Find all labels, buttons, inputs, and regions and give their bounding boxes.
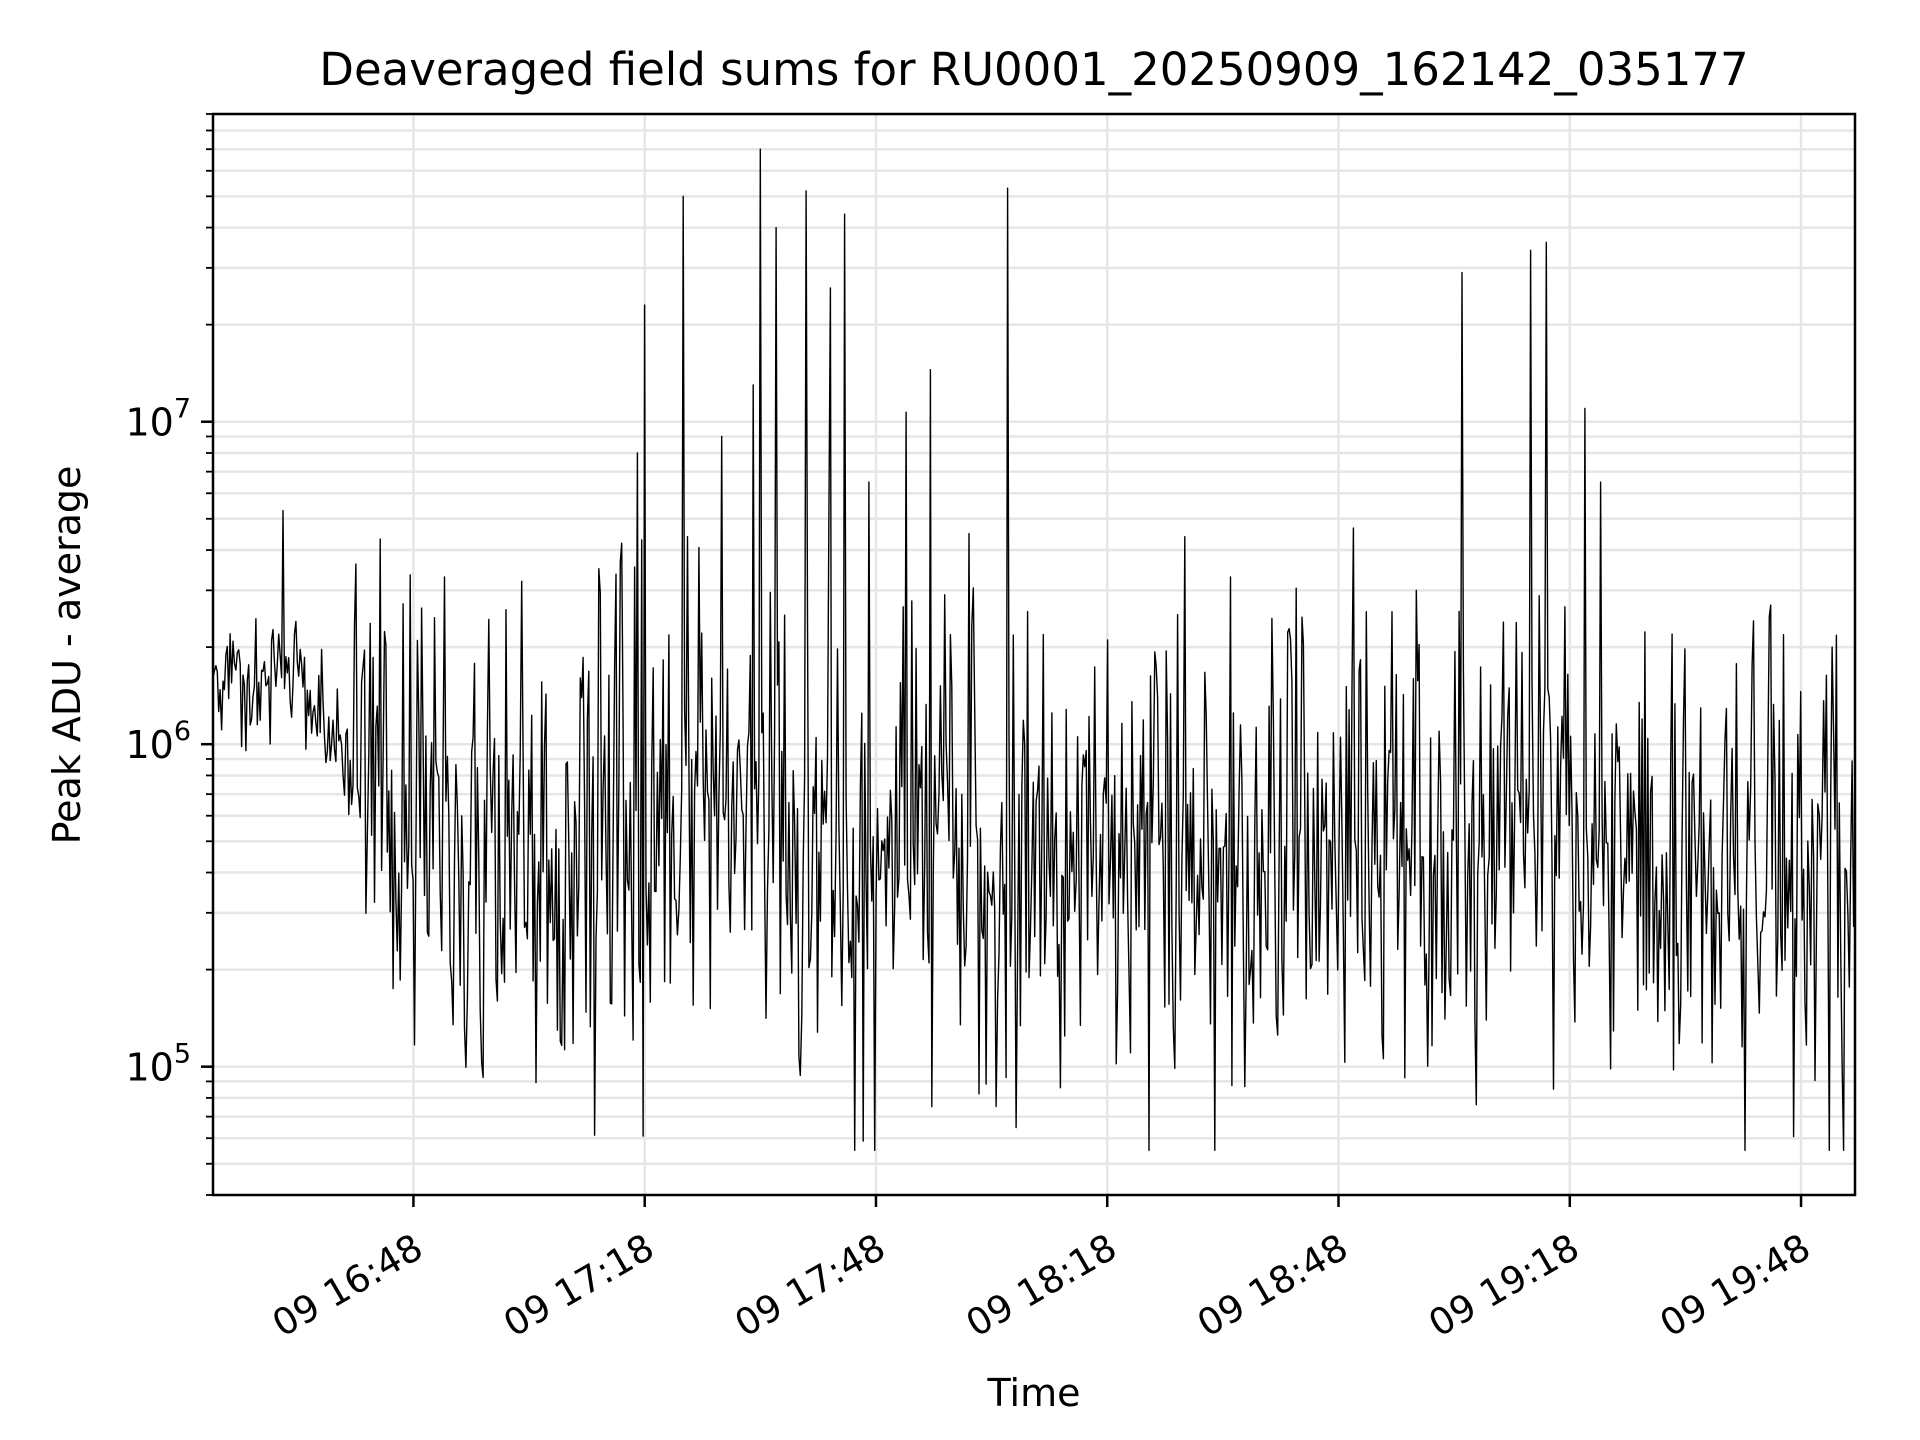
y-axis: 105 106 107 (125, 113, 213, 1196)
chart-title: Deaveraged field sums for RU0001_2025090… (319, 43, 1748, 96)
x-axis-label: Time (987, 1371, 1081, 1415)
grid-lines (213, 112, 1855, 1197)
y-axis-label: Peak ADU - average (45, 466, 89, 845)
y-tick-label: 105 (125, 1039, 191, 1090)
plot-frame (211, 112, 1857, 1197)
y-tick-label: 107 (125, 394, 191, 445)
data-series-line (212, 148, 1856, 1152)
y-tick-label: 106 (125, 716, 191, 767)
series-line (212, 148, 1856, 1152)
